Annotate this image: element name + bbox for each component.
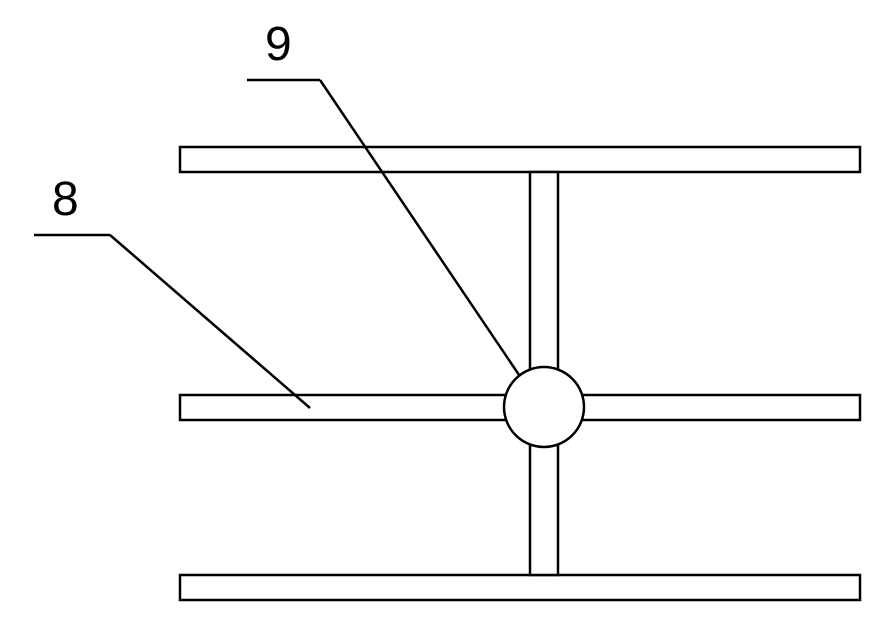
- bar-top: [180, 147, 860, 172]
- technical-diagram: 8 9: [0, 0, 891, 637]
- label-8: 8: [52, 173, 79, 226]
- leader-9-d: [320, 80, 540, 406]
- leader-8-d: [110, 235, 310, 408]
- bar-bottom: [180, 575, 860, 600]
- label-9: 9: [265, 18, 292, 71]
- joint-circle: [504, 367, 584, 447]
